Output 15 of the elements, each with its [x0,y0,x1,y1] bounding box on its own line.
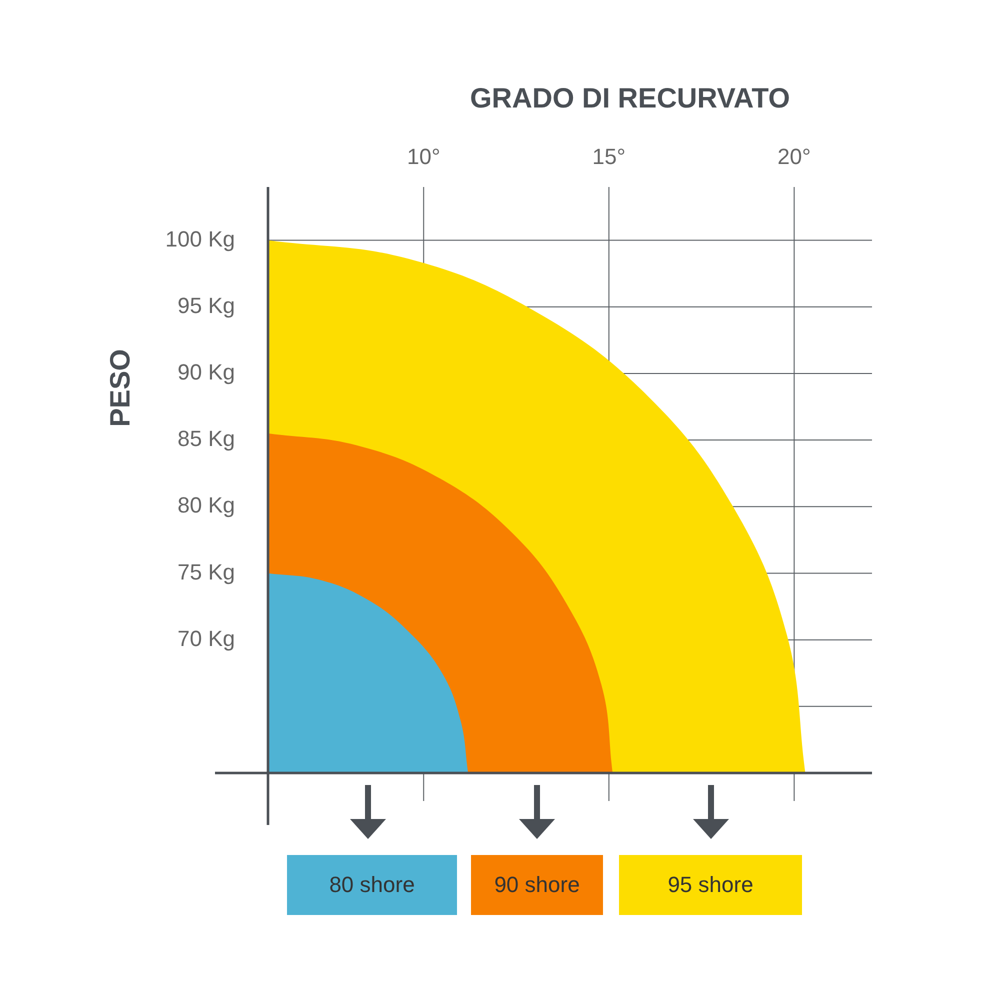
text: 90 shore [471,855,603,915]
y-tick-label: 85 Kg [178,426,235,452]
x-tick-label: 10° [406,144,440,169]
y-tick-label: 90 Kg [178,360,235,385]
y-tick-label: 75 Kg [178,559,235,584]
y-tick-label: 70 Kg [178,626,235,651]
text: 80 shore [287,855,457,915]
x-axis-title: GRADO DI RECURVATO [470,82,790,114]
x-tick-label: 20° [778,144,811,169]
text: 95 shore [619,855,802,915]
y-tick-label: 100 Kg [165,226,235,252]
y-axis-title: PESO [104,349,136,427]
x-tick-label: 15° [592,144,626,169]
y-tick-label: 95 Kg [178,292,235,318]
y-tick-label: 80 Kg [178,492,235,518]
